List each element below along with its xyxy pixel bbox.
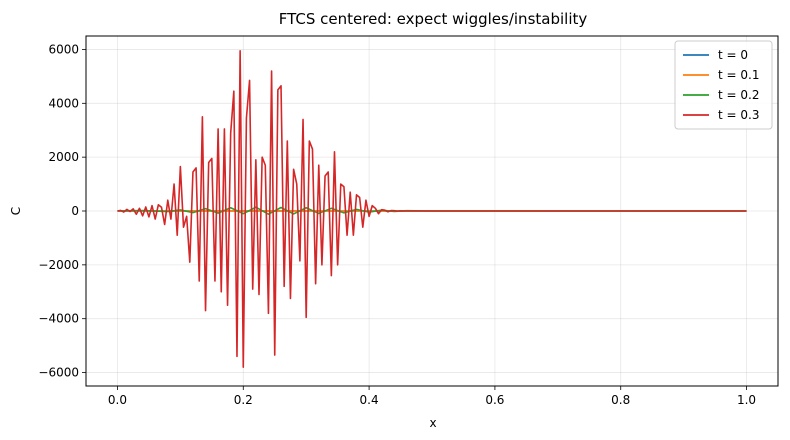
legend-label-0: t = 0 xyxy=(718,48,748,62)
series-lines xyxy=(117,50,747,368)
y-tick-label: −6000 xyxy=(38,366,79,380)
x-tick-label: 0.8 xyxy=(611,393,630,407)
y-axis-label: C xyxy=(9,207,23,215)
y-tick-label: 2000 xyxy=(48,150,79,164)
y-tick-label: 6000 xyxy=(48,42,79,56)
x-tick-label: 1.0 xyxy=(737,393,756,407)
x-tick-label: 0.6 xyxy=(485,393,504,407)
series-line-3 xyxy=(117,50,747,368)
chart-title: FTCS centered: expect wiggles/instabilit… xyxy=(279,10,588,28)
axis-ticks: 0.0 0.2 0.4 0.6 0.8 1.0 −6000 −4000 −2000 0 2000 40… xyxy=(38,42,756,407)
x-tick-label: 0.2 xyxy=(234,393,253,407)
x-axis-label: x xyxy=(429,416,436,430)
y-tick-label: 0 xyxy=(71,204,79,218)
x-tick-label: 0.0 xyxy=(108,393,127,407)
legend-label-2: t = 0.2 xyxy=(718,88,759,102)
x-tick-label: 0.4 xyxy=(360,393,379,407)
y-tick-label: −2000 xyxy=(38,258,79,272)
y-tick-label: 4000 xyxy=(48,96,79,110)
legend-box xyxy=(674,40,773,130)
legend-label-1: t = 0.1 xyxy=(718,68,759,82)
legend-label-3: t = 0.3 xyxy=(718,108,759,122)
legend: t = 0 t = 0.1 t = 0.2 t = 0.3 xyxy=(674,40,773,130)
y-tick-label: −4000 xyxy=(38,312,79,326)
